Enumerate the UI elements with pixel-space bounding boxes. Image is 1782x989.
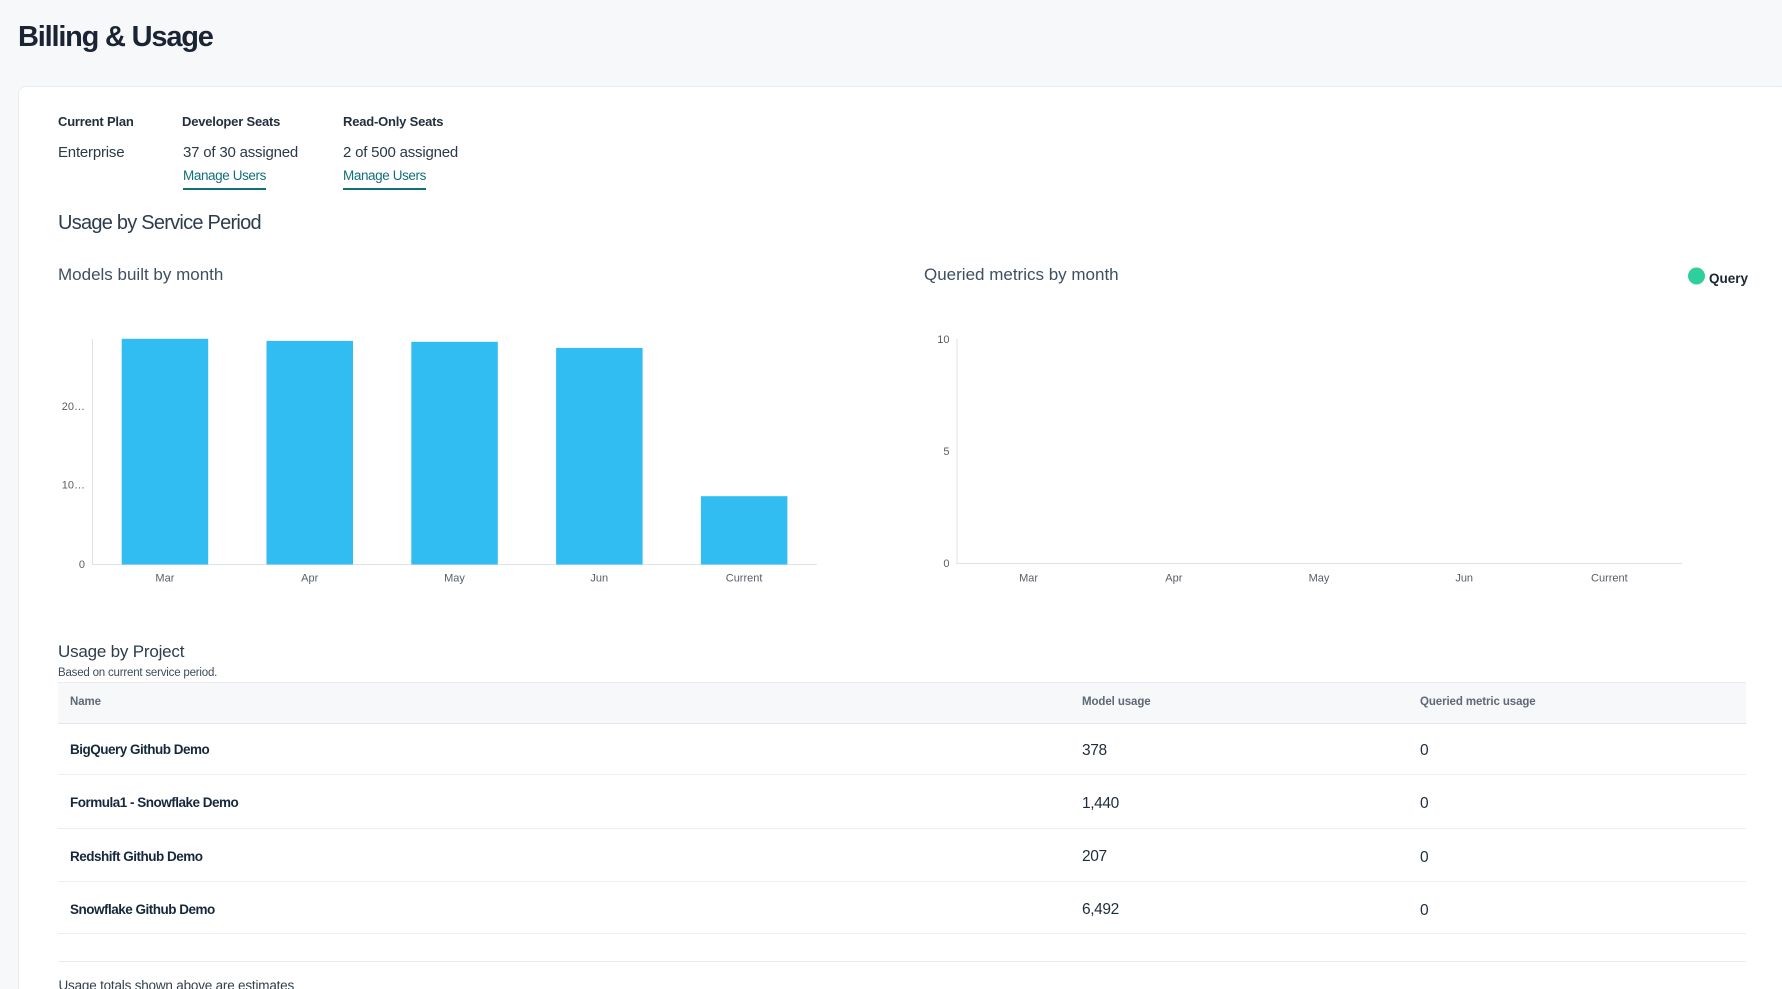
svg-text:Apr: Apr [1165, 573, 1182, 585]
svg-text:20…: 20… [62, 401, 85, 413]
svg-text:Apr: Apr [301, 573, 318, 585]
svg-text:5: 5 [943, 446, 949, 458]
svg-text:0: 0 [943, 558, 949, 570]
svg-text:10…: 10… [62, 479, 85, 491]
svg-text:Mar: Mar [1019, 573, 1038, 585]
svg-text:10: 10 [937, 334, 949, 346]
svg-text:Jun: Jun [1455, 573, 1473, 585]
svg-text:Current: Current [1591, 573, 1628, 585]
svg-text:May: May [1309, 573, 1330, 585]
svg-text:Mar: Mar [155, 573, 174, 585]
svg-text:May: May [444, 573, 465, 585]
svg-text:Jun: Jun [590, 573, 608, 585]
svg-text:0: 0 [79, 559, 85, 571]
svg-text:Current: Current [726, 573, 763, 585]
